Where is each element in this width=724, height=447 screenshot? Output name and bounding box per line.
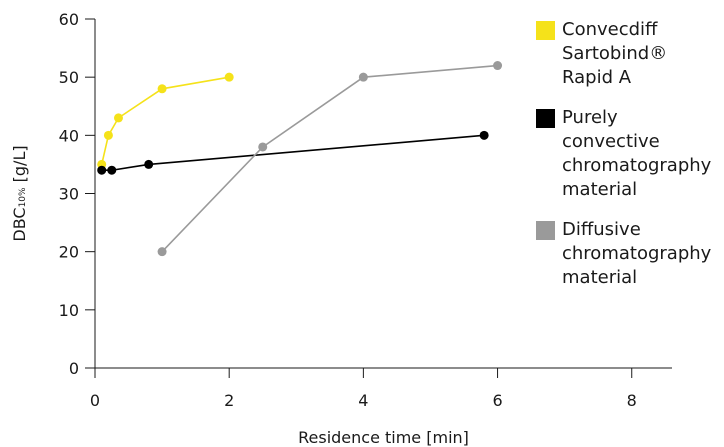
data-point (224, 72, 234, 82)
y-tick-label: 60 (59, 10, 79, 29)
data-point (157, 247, 167, 257)
legend-item-purely-convective: Purely convective chromatography materia… (536, 106, 724, 202)
legend-swatch-purely-convective (536, 109, 555, 128)
y-tick-label: 0 (69, 359, 79, 378)
data-point (157, 84, 167, 94)
series-line-1 (101, 134, 485, 172)
y-tick-label: 30 (59, 185, 79, 204)
legend-label-convecdiff: Convecdiff Sartobind® Rapid A (562, 19, 668, 88)
series-line-2 (161, 64, 498, 253)
y-tick-label: 40 (59, 126, 79, 145)
legend-label-diffusive: Diffusive chromatography material (562, 219, 712, 288)
data-point (103, 130, 113, 140)
legend-label-purely-convective: Purely convective chromatography materia… (562, 107, 712, 200)
y-axis-title-unit: [g/L] (10, 145, 29, 187)
y-axis-title-subscript: 10% (18, 187, 28, 207)
x-tick-label: 2 (224, 391, 234, 410)
x-axis-title: Residence time [min] (298, 428, 469, 447)
legend-item-convecdiff: Convecdiff Sartobind® Rapid A (536, 18, 724, 90)
data-point (493, 61, 503, 71)
data-point (479, 130, 489, 140)
chart-series (97, 61, 503, 257)
y-tick-label: 20 (59, 243, 79, 262)
data-point (258, 142, 268, 152)
x-tick-label: 0 (90, 391, 100, 410)
chart-legend: Convecdiff Sartobind® Rapid A Purely con… (536, 18, 724, 306)
legend-item-diffusive: Diffusive chromatography material (536, 218, 724, 290)
y-tick-label: 10 (59, 301, 79, 320)
legend-swatch-convecdiff (536, 21, 555, 40)
y-tick-label: 50 (59, 68, 79, 87)
data-point (113, 113, 123, 123)
data-point (97, 165, 107, 175)
data-point (144, 159, 154, 169)
y-axis-title: DBC10% [g/L] (10, 145, 29, 241)
x-tick-label: 6 (492, 391, 502, 410)
x-tick-label: 8 (627, 391, 637, 410)
x-tick-label: 4 (358, 391, 368, 410)
y-axis-title-main: DBC (10, 207, 29, 241)
data-point (107, 165, 117, 175)
chart-axes: 0 10 20 30 40 50 60 0 2 4 6 8 (59, 10, 672, 410)
legend-swatch-diffusive (536, 221, 555, 240)
data-point (358, 72, 368, 82)
